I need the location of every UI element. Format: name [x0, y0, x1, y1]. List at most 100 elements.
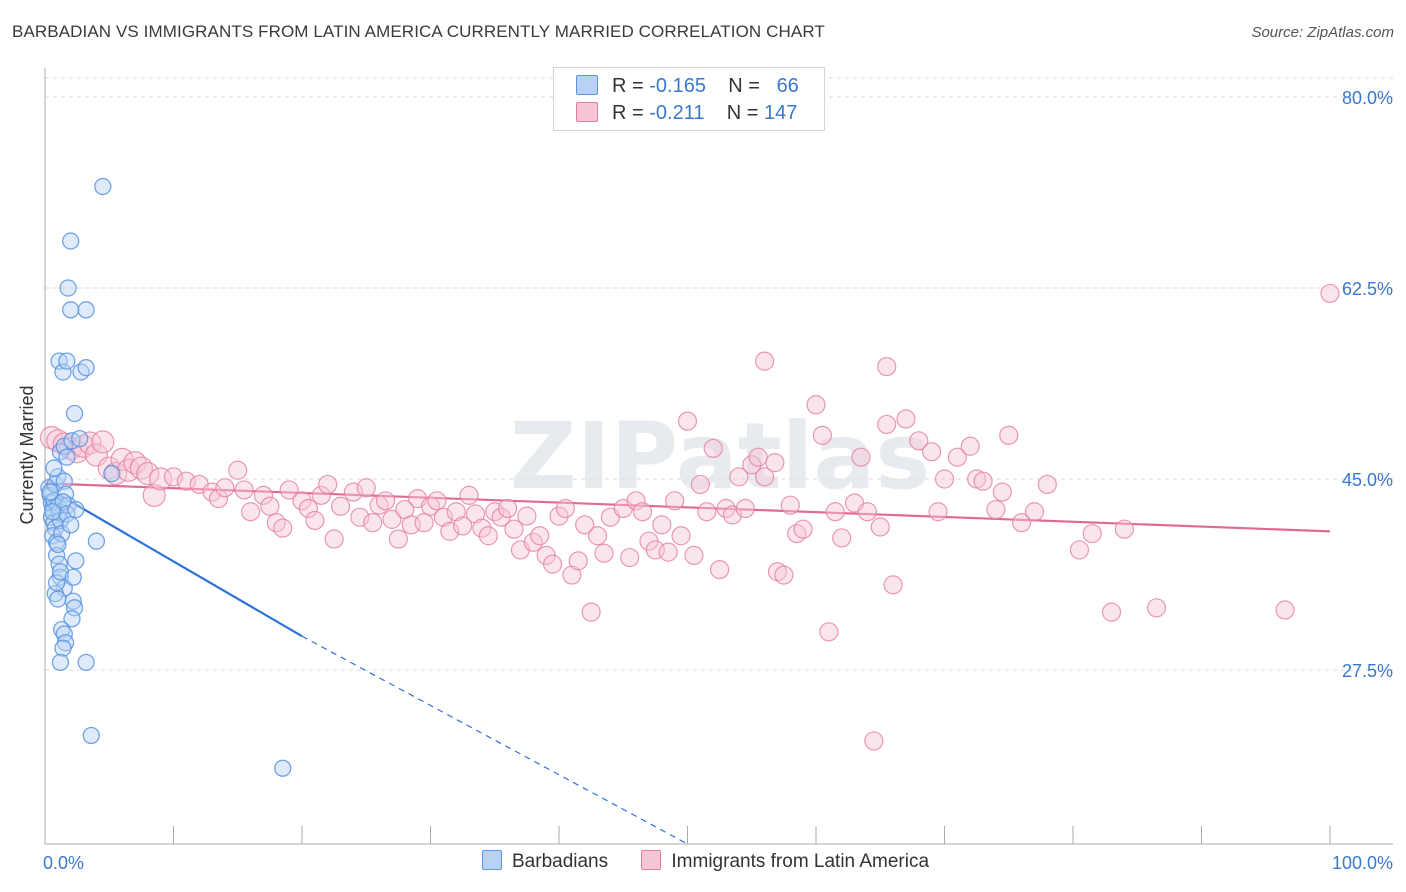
series-legend: Barbadians Immigrants from Latin America [482, 850, 957, 873]
data-point-latin-america [677, 411, 698, 431]
trend-line-latin-america [44, 482, 1331, 533]
data-point-latin-america [530, 526, 550, 546]
data-point-latin-america [575, 515, 595, 535]
tick-labels: 27.5% 45.0% 62.5% 80.0% 0.0% 100.0% [43, 88, 1393, 873]
legend-n-label: N = [728, 75, 760, 97]
data-point-latin-america [298, 498, 319, 519]
data-point-latin-america [922, 442, 942, 462]
legend-row-latin-america: R = -0.211 N = 147 [576, 102, 797, 128]
data-point-latin-america [1114, 519, 1135, 539]
data-point-latin-america [465, 504, 486, 524]
data-point-latin-america [136, 461, 160, 486]
data-point-latin-america [864, 731, 884, 751]
trend-line-barbadians-extension [301, 635, 688, 845]
series-barbadians-points [40, 177, 292, 777]
y-tick-label: 45.0% [1342, 470, 1393, 490]
legend-r-value: -0.165 [649, 75, 706, 97]
data-point-latin-america [587, 526, 608, 546]
legend-r-value: -0.211 [649, 102, 705, 124]
data-point-latin-america [1275, 600, 1295, 620]
x-tick-label: 100.0% [1332, 853, 1393, 873]
legend-swatch-blue [482, 850, 502, 870]
data-point-latin-america [1320, 283, 1340, 304]
data-point-barbadians [58, 505, 76, 523]
legend-r-label: R = [612, 102, 644, 124]
data-point-latin-america [472, 518, 492, 538]
data-point-latin-america [163, 467, 184, 487]
data-point-latin-america [324, 529, 344, 549]
data-point-barbadians [58, 352, 76, 370]
data-point-latin-america [992, 482, 1012, 502]
data-point-latin-america [1024, 502, 1045, 522]
data-point-latin-america [215, 478, 235, 498]
data-point-latin-america [632, 502, 653, 522]
data-point-latin-america [208, 489, 229, 509]
legend-n-value: 147 [763, 102, 798, 124]
data-point-latin-america [542, 554, 563, 574]
data-point-latin-america [1146, 598, 1167, 618]
trend-line-barbadians [44, 485, 303, 638]
data-point-latin-america [78, 431, 102, 455]
data-point-barbadians [274, 759, 292, 777]
legend-swatch-pink [641, 850, 662, 870]
data-point-latin-america [498, 498, 518, 519]
data-point-latin-america [273, 518, 293, 538]
data-point-latin-america [825, 502, 845, 522]
legend-r-label: R = [612, 75, 644, 97]
data-point-barbadians [67, 500, 85, 519]
data-point-latin-america [665, 491, 685, 511]
data-point-latin-america [350, 507, 370, 527]
data-point-latin-america [735, 498, 755, 519]
data-point-latin-america [765, 453, 785, 473]
data-point-latin-america [253, 485, 274, 505]
data-point-barbadians [53, 524, 71, 543]
legend-label-barbadians: Barbadians [512, 851, 609, 872]
data-point-barbadians [77, 653, 95, 672]
data-point-latin-america [729, 467, 749, 487]
data-point-latin-america [703, 438, 723, 459]
data-point-latin-america [581, 602, 601, 622]
legend-n-label: N = [726, 102, 759, 124]
data-point-latin-america [973, 471, 993, 491]
data-point-barbadians [65, 599, 84, 617]
data-point-latin-america [1011, 513, 1032, 533]
data-point-latin-america [710, 559, 730, 580]
data-point-latin-america [671, 526, 691, 546]
data-point-latin-america [330, 496, 351, 516]
data-point-latin-america [453, 516, 473, 536]
correlation-legend: R = -0.165 N = 66 R = -0.211 N = 147 [553, 67, 825, 131]
data-point-barbadians [47, 574, 66, 592]
data-point-latin-america [748, 447, 768, 467]
data-point-latin-america [549, 506, 569, 526]
data-point-latin-america [234, 480, 254, 500]
data-point-barbadians [103, 464, 121, 483]
data-point-latin-america [851, 447, 871, 467]
legend-item-latin-america[interactable]: Immigrants from Latin America [641, 850, 929, 873]
data-point-latin-america [857, 502, 878, 522]
data-point-latin-america [388, 529, 408, 549]
chart-title: BARBADIAN VS IMMIGRANTS FROM LATIN AMERI… [12, 22, 825, 41]
data-point-latin-america [877, 356, 897, 377]
data-point-latin-america [568, 551, 588, 571]
data-point-latin-america [806, 395, 826, 415]
data-point-barbadians [59, 279, 77, 297]
data-point-barbadians [64, 568, 82, 586]
series-latin-america-points [39, 283, 1340, 751]
data-point-barbadians [41, 483, 59, 501]
data-point-latin-america [947, 447, 967, 467]
data-point-barbadians [63, 610, 81, 628]
data-point-latin-america [343, 482, 363, 502]
data-point-latin-america [382, 509, 402, 529]
legend-item-barbadians[interactable]: Barbadians [482, 850, 608, 873]
data-point-latin-america [780, 495, 800, 515]
data-point-latin-america [427, 491, 447, 511]
data-point-barbadians [77, 359, 95, 377]
axes [44, 68, 1393, 845]
data-point-latin-america [1082, 523, 1102, 544]
data-point-barbadians [64, 592, 82, 610]
grid-lines [45, 77, 1393, 671]
data-point-latin-america [883, 575, 903, 595]
data-point-latin-america [517, 506, 537, 526]
data-point-latin-america [433, 507, 453, 527]
data-point-latin-america [228, 460, 248, 480]
